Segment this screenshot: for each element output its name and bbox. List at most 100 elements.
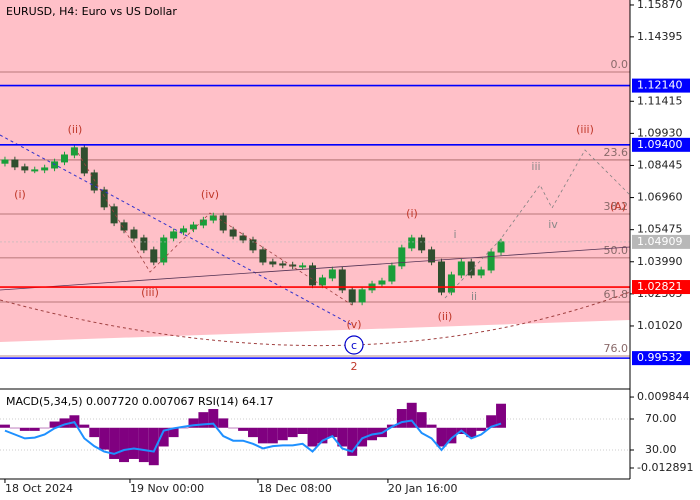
- candle-body: [269, 261, 277, 265]
- candle-body: [120, 222, 128, 231]
- wave-label: (i): [406, 207, 418, 220]
- wave-path: [74, 147, 353, 306]
- macd-bar: [337, 427, 348, 447]
- candle-body: [41, 167, 49, 171]
- y-tick-label: 1.08445: [637, 158, 683, 171]
- candle-body: [110, 206, 118, 224]
- macd-bar: [188, 418, 199, 428]
- candle-body: [229, 229, 237, 237]
- level-label: 1.02821: [637, 280, 683, 293]
- candle-body: [170, 231, 178, 239]
- x-tick-label: 19 Nov 00:00: [130, 482, 204, 495]
- macd-bar: [248, 427, 258, 438]
- candle-body: [477, 269, 485, 276]
- macd-bar: [307, 427, 318, 447]
- wave-label: (v): [346, 318, 361, 331]
- macd-bar: [476, 427, 487, 431]
- macd-tick-label: 0.009844: [637, 390, 690, 403]
- overlay: (i)(ii)(iii)(iv)(v)(i)(ii)iiiiiiiv(iii)c…: [0, 84, 630, 373]
- fib-label: 50.0: [604, 244, 629, 257]
- fib-label: 76.0: [604, 342, 629, 355]
- y-tick-label: 1.11415: [637, 94, 683, 107]
- candle-body: [289, 264, 297, 267]
- macd-bar: [327, 427, 338, 438]
- candle-body: [31, 169, 39, 172]
- fib-label: 38.2: [604, 200, 629, 213]
- macd-bar: [267, 427, 278, 444]
- macd-bar: [89, 427, 100, 438]
- wave-label: (ii): [438, 310, 453, 323]
- macd-bar: [168, 427, 179, 438]
- candle-body: [100, 189, 108, 208]
- wave-label: (A): [610, 200, 626, 213]
- macd-bar: [158, 427, 169, 447]
- candle-body: [279, 263, 287, 266]
- fib-label: 0.0: [611, 58, 629, 71]
- y-tick-label: 1.01020: [637, 319, 683, 332]
- macd-bar: [198, 412, 209, 428]
- candle-body: [398, 247, 406, 267]
- y-tick-label: 1.05475: [637, 223, 683, 236]
- candle-body: [447, 274, 455, 293]
- candle-body: [299, 265, 307, 268]
- macd-bar: [228, 427, 239, 429]
- macd-bar: [436, 427, 447, 447]
- candle-body: [239, 235, 247, 241]
- candle-body: [219, 215, 227, 231]
- candle-body: [467, 261, 475, 276]
- candle-body: [70, 147, 78, 156]
- candle-body: [140, 237, 148, 251]
- y-tick-label: 1.06960: [637, 191, 683, 204]
- macd-bar: [119, 427, 129, 463]
- candle-body: [457, 261, 465, 276]
- candle-body: [60, 154, 68, 163]
- main-panel: 0.0 23.6 38.2 50.0 61.8 76.0: [0, 58, 630, 357]
- macd-bar: [486, 415, 497, 428]
- x-tick-label: 20 Jan 16:00: [388, 482, 458, 495]
- macd-bar: [238, 427, 249, 431]
- candle-body: [338, 269, 346, 291]
- level-label: 1.12140: [637, 79, 683, 92]
- arc-line: [0, 291, 631, 347]
- projection-path: [444, 149, 631, 299]
- macd-bar: [496, 403, 506, 428]
- wave-label: (iv): [201, 188, 219, 201]
- wave-circle: [344, 335, 364, 355]
- candle-body: [418, 237, 426, 251]
- candle-body: [189, 224, 197, 230]
- level-label: 0.99532: [637, 351, 683, 364]
- candle-body: [249, 239, 257, 251]
- candle-body: [497, 241, 505, 253]
- macd-bar: [406, 402, 417, 428]
- macd-tick-label: -0.012891: [637, 461, 693, 474]
- indicator-panel: [0, 402, 630, 466]
- macd-bar: [138, 427, 149, 463]
- candle-body: [160, 237, 168, 263]
- candle-body: [80, 147, 88, 174]
- trend-line: [0, 134, 353, 326]
- macd-bar: [257, 427, 268, 444]
- candle-body: [388, 265, 396, 282]
- fib-label: 61.8: [604, 288, 629, 301]
- macd-bar: [347, 427, 358, 456]
- macd-bar: [39, 427, 50, 429]
- level-label-box: [632, 234, 690, 249]
- wave-label: (ii): [68, 123, 83, 136]
- macd-bar: [0, 424, 10, 428]
- candle-body: [259, 249, 267, 263]
- rsi-tick-label: 30.00: [645, 443, 677, 456]
- rsi-tick-label: 70.00: [645, 412, 677, 425]
- macd-bar: [297, 427, 308, 434]
- rsi-line: [4, 419, 502, 455]
- candle-body: [378, 280, 386, 285]
- y-tick-label: 1.14395: [637, 30, 683, 43]
- chart-title: EURUSD, H4: Euro vs US Dollar: [6, 5, 177, 18]
- macd-bar: [178, 427, 189, 429]
- macd-bar: [109, 427, 120, 459]
- macd-bar: [208, 409, 219, 428]
- trend-line: [0, 246, 631, 291]
- macd-bar: [287, 427, 298, 438]
- level-label: 1.09400: [637, 138, 683, 151]
- candle-body: [328, 269, 336, 279]
